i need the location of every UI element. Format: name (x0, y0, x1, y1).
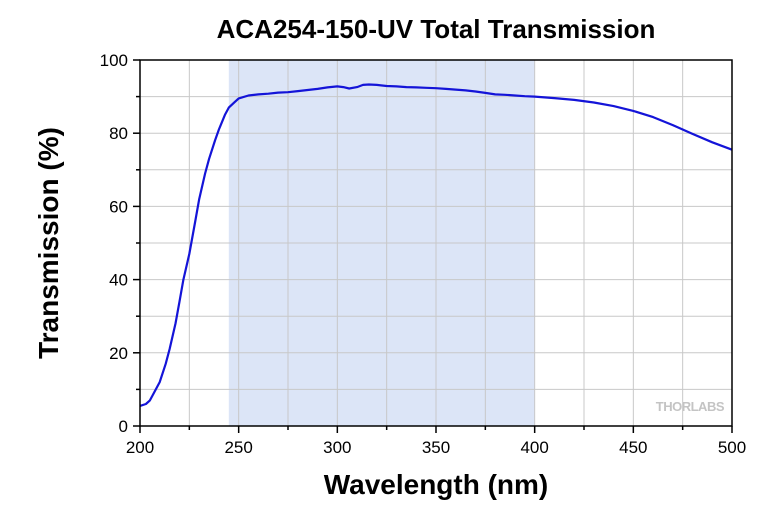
x-tick-label: 300 (323, 438, 351, 457)
series-layer (139, 83, 733, 407)
y-tick-label: 20 (109, 344, 128, 363)
x-axis-label: Wavelength (nm) (324, 469, 549, 500)
y-tick-label: 60 (109, 197, 128, 216)
thorlabs-watermark: THORLABS (656, 399, 725, 414)
x-tick-label: 400 (520, 438, 548, 457)
x-tick-label: 450 (619, 438, 647, 457)
axis-layer: 200 250 300 350 400 450 500 0 20 40 60 80 100 (100, 51, 747, 457)
x-tick-label: 350 (422, 438, 450, 457)
y-tick-label: 80 (109, 124, 128, 143)
text-layer: ACA254-150-UV Total Transmission Wavelen… (33, 14, 725, 500)
grid-layer (140, 60, 732, 426)
transmission-series-line (139, 83, 733, 407)
y-tick-label: 0 (119, 417, 128, 436)
x-tick-label: 500 (718, 438, 746, 457)
y-tick-label: 100 (100, 51, 128, 70)
y-tick-label: 40 (109, 271, 128, 290)
x-tick-label: 250 (224, 438, 252, 457)
x-tick-label: 200 (126, 438, 154, 457)
y-axis-label: Transmission (%) (33, 127, 64, 359)
chart-title: ACA254-150-UV Total Transmission (217, 14, 656, 44)
